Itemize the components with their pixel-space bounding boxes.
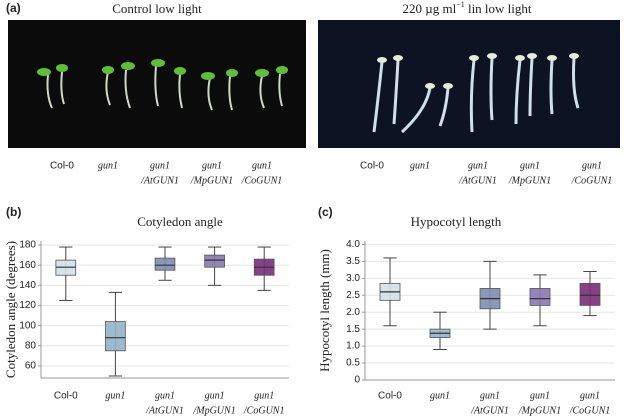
category-label: gun1 bbox=[530, 390, 550, 401]
category-label: gun1 bbox=[430, 390, 450, 401]
y-axis-label: Hypocotyl length (mm) bbox=[317, 249, 332, 372]
panel-label: (c) bbox=[318, 205, 333, 219]
y-tick-label: 80 bbox=[25, 340, 37, 351]
category-label: Col-0 bbox=[50, 161, 74, 172]
category-label: /MpGUN1 bbox=[508, 175, 551, 186]
category-label: gun1 bbox=[582, 160, 602, 171]
box bbox=[579, 282, 601, 306]
category-label: gun1 bbox=[252, 160, 272, 171]
y-tick-label: 3.0 bbox=[346, 273, 360, 284]
y-tick-label: 1.0 bbox=[346, 341, 360, 352]
box bbox=[529, 288, 551, 306]
category-label: gun1 bbox=[98, 160, 118, 171]
category-label: gun1 bbox=[580, 390, 600, 401]
y-tick-label: 180 bbox=[19, 240, 36, 251]
y-tick-label: 2.5 bbox=[346, 290, 360, 301]
y-tick-label: 160 bbox=[19, 260, 36, 271]
category-label: /CoGUN1 bbox=[243, 405, 285, 416]
box bbox=[154, 257, 176, 271]
title-part: Control low light bbox=[112, 1, 202, 16]
category-label: gun1 bbox=[254, 390, 274, 401]
chart-title: Hypocotyl length bbox=[411, 214, 502, 229]
category-label: /AtGUN1 bbox=[140, 175, 179, 186]
box bbox=[105, 321, 126, 352]
y-tick-label: 3.5 bbox=[346, 256, 360, 267]
category-label: /MpGUN1 bbox=[518, 405, 561, 416]
y-tick-label: 60 bbox=[25, 361, 37, 372]
category-label: /AtGUN1 bbox=[470, 405, 509, 416]
y-tick-label: 1.5 bbox=[346, 324, 360, 335]
y-tick-label: 120 bbox=[19, 300, 36, 311]
title-part: 220 µg ml bbox=[402, 1, 456, 16]
category-label: Col-0 bbox=[54, 391, 78, 402]
category-label: /MpGUN1 bbox=[192, 405, 235, 416]
category-label: /CoGUN1 bbox=[569, 405, 611, 416]
y-tick-label: 100 bbox=[19, 320, 36, 331]
panel-label: (b) bbox=[6, 205, 21, 219]
category-label: gun1 bbox=[155, 390, 175, 401]
category-label: Col-0 bbox=[360, 161, 384, 172]
category-label: gun1 bbox=[205, 390, 225, 401]
y-axis-label: Cotyledon angle (degrees) bbox=[3, 241, 18, 378]
y-tick-label: 4.0 bbox=[346, 239, 360, 250]
y-tick-label: 140 bbox=[19, 280, 36, 291]
title-part: −1 bbox=[456, 0, 465, 9]
box bbox=[204, 254, 225, 268]
category-label: gun1 bbox=[520, 160, 540, 171]
chart-title: Cotyledon angle bbox=[137, 214, 223, 229]
category-label: gun1 bbox=[480, 390, 500, 401]
category-label: gun1 bbox=[468, 160, 488, 171]
y-tick-label: 0 bbox=[354, 375, 360, 386]
title-part: lin low light bbox=[465, 1, 532, 16]
category-label: /CoGUN1 bbox=[571, 175, 613, 186]
photo-right bbox=[318, 20, 620, 148]
category-label: gun1 bbox=[410, 160, 430, 171]
category-label: /AtGUN1 bbox=[145, 405, 184, 416]
category-label: gun1 bbox=[150, 160, 170, 171]
y-tick-label: 0.5 bbox=[346, 358, 360, 369]
category-label: /CoGUN1 bbox=[241, 175, 283, 186]
category-label: Col-0 bbox=[378, 391, 402, 402]
photo-title: Control low light bbox=[112, 1, 202, 16]
y-tick-label: 2.0 bbox=[346, 307, 360, 318]
category-label: gun1 bbox=[105, 390, 125, 401]
category-label: gun1 bbox=[202, 160, 222, 171]
panel-label: (a) bbox=[6, 1, 21, 15]
photo-title: 220 µg ml−1 lin low light bbox=[402, 0, 531, 16]
category-label: /MpGUN1 bbox=[190, 175, 233, 186]
category-label: /AtGUN1 bbox=[458, 175, 497, 186]
photo-left bbox=[8, 20, 306, 148]
